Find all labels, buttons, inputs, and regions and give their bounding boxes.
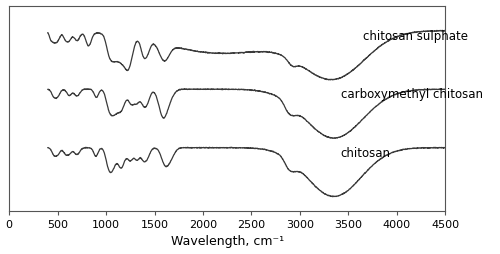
Text: chitosan sulphate: chitosan sulphate xyxy=(363,30,468,43)
Text: chitosan: chitosan xyxy=(340,147,390,160)
X-axis label: Wavelength, cm⁻¹: Wavelength, cm⁻¹ xyxy=(170,235,284,248)
Text: carboxymethyl chitosan: carboxymethyl chitosan xyxy=(340,88,482,101)
